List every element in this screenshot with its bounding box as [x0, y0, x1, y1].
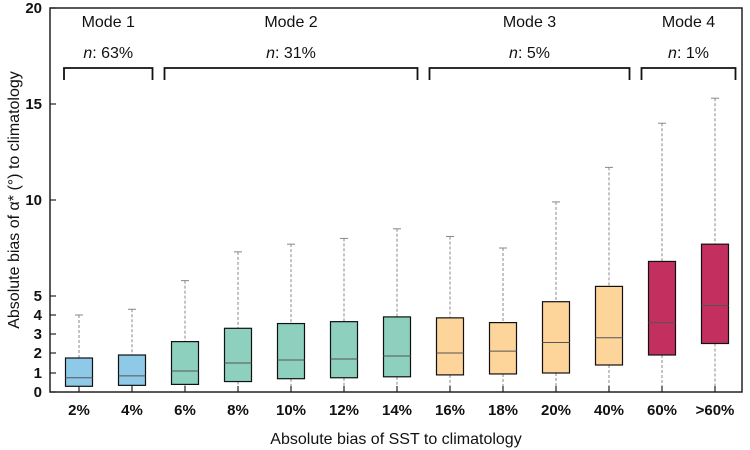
mode-bracket: [163, 67, 419, 80]
mode-label: Mode 2: [264, 14, 317, 31]
x-tick-label: 4%: [121, 402, 143, 419]
y-tick-label: 2: [34, 345, 42, 362]
x-tick-label: 8%: [227, 402, 249, 419]
box-8%: [223, 327, 253, 383]
box-18%: [488, 322, 518, 375]
y-axis-title: Absolute bias of α* (°) to climatology: [6, 71, 23, 329]
mode-label: Mode 4: [662, 14, 715, 31]
x-tick-label: >60%: [696, 402, 735, 419]
y-tick-label: 0: [34, 384, 42, 401]
box-series: [64, 97, 730, 392]
mode-bracket: [428, 67, 631, 80]
mode-bracket: [63, 67, 154, 80]
mode-label: Mode 1: [82, 14, 135, 31]
y-tick-label: 20: [25, 0, 42, 17]
x-tick-label: 12%: [329, 402, 359, 419]
box-6%: [170, 341, 200, 386]
y-tick-label: 5: [34, 288, 42, 305]
box-20%: [541, 301, 571, 374]
x-tick-label: 60%: [647, 402, 677, 419]
box-4%: [117, 354, 147, 386]
x-tick-label: 40%: [594, 402, 624, 419]
x-axis-title: Absolute bias of SST to climatology: [270, 431, 521, 448]
y-tick-label: 4: [34, 307, 43, 324]
mode-share-value: : 63%: [92, 45, 133, 62]
box-16%: [435, 317, 465, 376]
box-10%: [276, 322, 306, 380]
mode-share-n-symbol: n: [668, 45, 677, 62]
x-tick-label: 10%: [276, 402, 306, 419]
x-tick-label: 20%: [541, 402, 571, 419]
mode-share: n: 31%: [266, 45, 316, 62]
y-tick-label: 10: [25, 192, 42, 209]
box-12%: [329, 321, 359, 379]
mode-share-value: : 31%: [275, 45, 316, 62]
box-14%: [382, 316, 412, 378]
y-tick-label: 1: [34, 365, 42, 382]
x-tick-label: 16%: [435, 402, 465, 419]
mode-share-n-symbol: n: [266, 45, 275, 62]
mode-share-n-symbol: n: [83, 45, 92, 62]
mode-share: n: 5%: [509, 45, 550, 62]
mode-share: n: 1%: [668, 45, 709, 62]
box-60%: [647, 260, 677, 356]
mode-share-n-symbol: n: [509, 45, 518, 62]
y-axis-ticks: 0 1 2 3 4 5 10 15 20: [25, 0, 56, 401]
mode-label: Mode 3: [503, 14, 556, 31]
x-tick-label: 6%: [174, 402, 196, 419]
box-40%: [594, 285, 624, 366]
x-axis-ticks: 2% 4% 6% 8% 10% 12% 14% 16% 18% 20% 40% 60% >60%: [68, 386, 734, 419]
y-tick-label: 3: [34, 326, 42, 343]
x-tick-label: 14%: [382, 402, 412, 419]
y-tick-label: 15: [25, 96, 42, 113]
mode-share-value: : 1%: [677, 45, 709, 62]
mode-brackets: Mode 1n: 63%Mode 2n: 31%Mode 3n: 5%Mode …: [63, 14, 737, 80]
x-tick-label: 18%: [488, 402, 518, 419]
mode-share-value: : 5%: [518, 45, 550, 62]
mode-share: n: 63%: [83, 45, 133, 62]
x-tick-label: 2%: [68, 402, 90, 419]
mode-bracket: [640, 67, 737, 80]
box-2%: [64, 357, 94, 387]
box->60%: [700, 243, 730, 345]
